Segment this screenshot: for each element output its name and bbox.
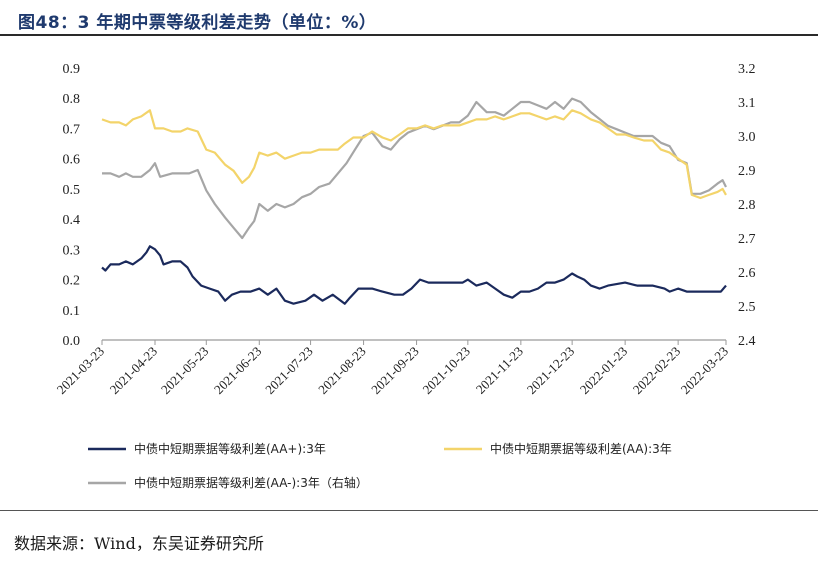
right-y-tick-label: 2.7 [738, 232, 756, 247]
chart: 0.0 0.1 0.2 0.3 0.4 0.5 0.6 0.7 0.8 0.9 2.4 2.5 2.6… [54, 62, 756, 490]
series-line-aa-minus [102, 97, 727, 240]
x-tick-label: 2021-11-23 [473, 344, 526, 397]
left-y-tick-label: 0.4 [63, 213, 81, 228]
left-y-tick-label: 0.0 [63, 334, 81, 349]
left-y-tick-label: 0.8 [63, 92, 81, 107]
x-tick-label: 2021-12-23 [524, 344, 578, 398]
x-tick-label: 2021-08-23 [315, 344, 369, 398]
legend: 中债中短期票据等级利差(AA+):3年 中债中短期票据等级利差(AA):3年中债中… [88, 441, 672, 490]
legend-label: 中债中短期票据等级利差(AA-):3年（右轴） [134, 475, 368, 490]
left-y-tick-label: 0.7 [63, 122, 81, 137]
right-y-tick-label: 3.0 [738, 130, 756, 145]
x-tick-label: 2022-02-23 [630, 344, 684, 398]
x-tick-label: 2021-03-23 [54, 344, 108, 398]
x-tick-label: 2021-06-23 [211, 344, 265, 398]
right-y-tick-label: 3.2 [738, 62, 756, 77]
legend-label: 中债中短期票据等级利差(AA):3年 [490, 441, 672, 456]
left-y-tick-label: 0.1 [63, 304, 81, 319]
right-y-tick-label: 2.8 [738, 198, 756, 213]
right-y-tick-label: 2.9 [738, 164, 756, 179]
left-y-ticks: 0.0 0.1 0.2 0.3 0.4 0.5 0.6 0.7 0.8 0.9 [63, 62, 81, 349]
series-lines [101, 97, 727, 305]
right-y-tick-label: 2.6 [738, 266, 756, 281]
top-rule [0, 34, 818, 36]
series-line-aa-plus [101, 245, 727, 305]
x-tick-label: 2021-09-23 [368, 344, 422, 398]
source-note: 数据来源：Wind，东吴证券研究所 [14, 534, 264, 553]
x-tick-label: 2022-01-23 [577, 344, 631, 398]
left-y-tick-label: 0.5 [63, 183, 81, 198]
left-y-tick-label: 0.6 [63, 153, 81, 168]
legend-label: 中债中短期票据等级利差(AA+):3年 [134, 441, 326, 456]
x-tick-label: 2021-05-23 [158, 344, 212, 398]
x-tick-label: 2021-07-23 [262, 344, 316, 398]
right-y-tick-label: 2.4 [738, 334, 756, 349]
x-tick-label: 2022-03-23 [678, 344, 732, 398]
right-y-ticks: 2.4 2.5 2.6 2.7 2.8 2.9 3.0 3.1 3.2 [738, 62, 756, 349]
x-tick-label: 2021-04-23 [107, 344, 161, 398]
left-y-tick-label: 0.2 [63, 274, 81, 289]
right-y-tick-label: 2.5 [738, 300, 756, 315]
left-y-tick-label: 0.3 [63, 243, 81, 258]
bottom-rule [0, 510, 818, 511]
right-y-tick-label: 3.1 [738, 96, 756, 111]
series-line-aa [101, 109, 727, 200]
x-tick-label: 2021-10-23 [419, 344, 473, 398]
figure-title: 图48：3 年期中票等级利差走势（单位：%） [18, 13, 377, 33]
left-y-tick-label: 0.9 [63, 62, 81, 77]
